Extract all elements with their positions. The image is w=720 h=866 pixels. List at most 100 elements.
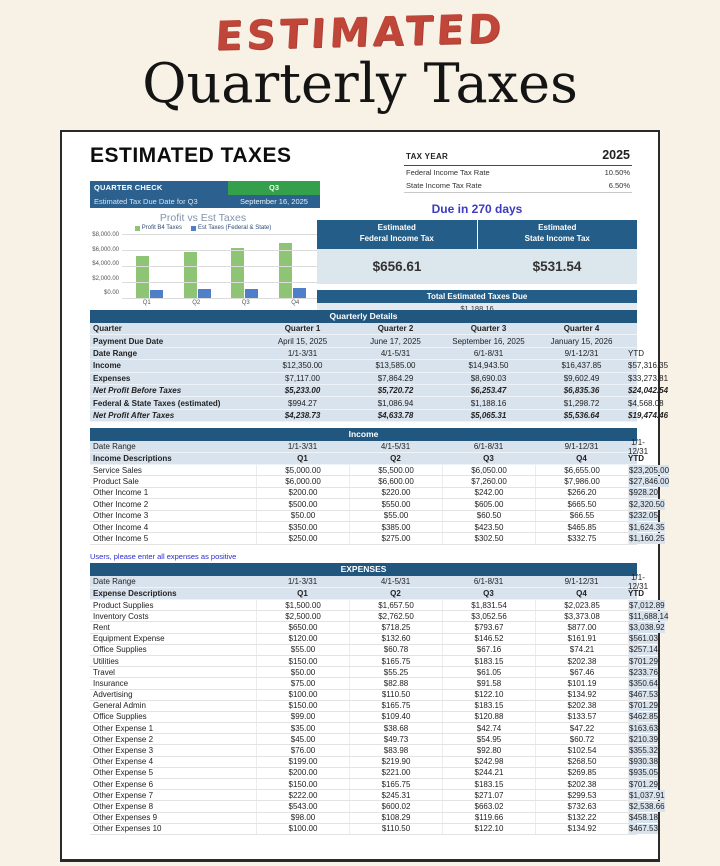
value-cell[interactable]: $222.00 — [256, 790, 349, 801]
value-cell[interactable]: $55.00 — [256, 644, 349, 655]
value-cell[interactable]: $91.58 — [442, 678, 535, 689]
value-cell[interactable]: $877.00 — [535, 622, 628, 633]
value-cell[interactable]: $500.00 — [256, 499, 349, 510]
value-cell[interactable]: $75.00 — [256, 678, 349, 689]
value-cell[interactable]: $110.50 — [349, 689, 442, 700]
value-cell[interactable]: $183.15 — [442, 655, 535, 667]
value-cell[interactable]: $221.00 — [349, 767, 442, 778]
value-cell[interactable]: $202.38 — [535, 655, 628, 667]
value-cell[interactable]: $146.52 — [442, 633, 535, 644]
value-cell[interactable]: $67.16 — [442, 644, 535, 655]
state-rate-value[interactable]: 6.50% — [608, 181, 630, 190]
value-cell[interactable]: $165.75 — [349, 700, 442, 711]
value-cell[interactable]: $98.00 — [256, 812, 349, 823]
value-cell[interactable]: $543.00 — [256, 801, 349, 812]
value-cell[interactable]: $275.00 — [349, 533, 442, 544]
value-cell[interactable]: $55.25 — [349, 667, 442, 678]
value-cell[interactable]: $76.00 — [256, 745, 349, 756]
value-cell[interactable]: $6,050.00 — [442, 465, 535, 476]
value-cell[interactable]: $38.68 — [349, 723, 442, 734]
value-cell[interactable]: $134.92 — [535, 689, 628, 700]
value-cell[interactable]: $60.72 — [535, 734, 628, 745]
value-cell[interactable]: $49.73 — [349, 734, 442, 745]
value-cell[interactable]: $268.50 — [535, 756, 628, 767]
value-cell[interactable]: $82.88 — [349, 678, 442, 689]
value-cell[interactable]: $132.22 — [535, 812, 628, 823]
federal-rate-value[interactable]: 10.50% — [604, 168, 630, 177]
value-cell[interactable]: $183.15 — [442, 779, 535, 790]
value-cell[interactable]: $600.02 — [349, 801, 442, 812]
value-cell[interactable]: $100.00 — [256, 689, 349, 700]
value-cell[interactable]: $7,260.00 — [442, 476, 535, 487]
value-cell[interactable]: $202.38 — [535, 779, 628, 790]
value-cell[interactable]: $6,655.00 — [535, 465, 628, 476]
value-cell[interactable]: $133.57 — [535, 711, 628, 723]
value-cell[interactable]: $1,657.50 — [349, 600, 442, 611]
value-cell[interactable]: $61.05 — [442, 667, 535, 678]
value-cell[interactable]: $150.00 — [256, 655, 349, 667]
value-cell[interactable]: $1,831.54 — [442, 600, 535, 611]
value-cell[interactable]: $35.00 — [256, 723, 349, 734]
value-cell[interactable]: $60.78 — [349, 644, 442, 655]
value-cell[interactable]: $2,023.85 — [535, 600, 628, 611]
value-cell[interactable]: $150.00 — [256, 779, 349, 790]
value-cell[interactable]: $1,500.00 — [256, 600, 349, 611]
value-cell[interactable]: $110.50 — [349, 823, 442, 834]
value-cell[interactable]: $202.38 — [535, 700, 628, 711]
value-cell[interactable]: $665.50 — [535, 499, 628, 510]
value-cell[interactable]: $605.00 — [442, 499, 535, 510]
value-cell[interactable]: $50.00 — [256, 667, 349, 678]
value-cell[interactable]: $271.07 — [442, 790, 535, 801]
value-cell[interactable]: $242.98 — [442, 756, 535, 767]
value-cell[interactable]: $92.80 — [442, 745, 535, 756]
value-cell[interactable]: $650.00 — [256, 622, 349, 633]
value-cell[interactable]: $7,986.00 — [535, 476, 628, 487]
tax-year-value[interactable]: 2025 — [602, 148, 630, 162]
value-cell[interactable]: $108.29 — [349, 812, 442, 823]
value-cell[interactable]: $6,600.00 — [349, 476, 442, 487]
value-cell[interactable]: $200.00 — [256, 767, 349, 778]
value-cell[interactable]: $732.63 — [535, 801, 628, 812]
value-cell[interactable]: $550.00 — [349, 499, 442, 510]
value-cell[interactable]: $219.90 — [349, 756, 442, 767]
value-cell[interactable]: $332.75 — [535, 533, 628, 544]
value-cell[interactable]: $220.00 — [349, 487, 442, 499]
value-cell[interactable]: $47.22 — [535, 723, 628, 734]
value-cell[interactable]: $83.98 — [349, 745, 442, 756]
value-cell[interactable]: $465.85 — [535, 521, 628, 533]
value-cell[interactable]: $134.92 — [535, 823, 628, 834]
quarter-select-cell[interactable]: Q3 — [228, 181, 320, 195]
value-cell[interactable]: $100.00 — [256, 823, 349, 834]
value-cell[interactable]: $299.53 — [535, 790, 628, 801]
value-cell[interactable]: $122.10 — [442, 689, 535, 700]
value-cell[interactable]: $45.00 — [256, 734, 349, 745]
value-cell[interactable]: $109.40 — [349, 711, 442, 723]
value-cell[interactable]: $99.00 — [256, 711, 349, 723]
value-cell[interactable]: $200.00 — [256, 487, 349, 499]
value-cell[interactable]: $718.25 — [349, 622, 442, 633]
value-cell[interactable]: $150.00 — [256, 700, 349, 711]
value-cell[interactable]: $122.10 — [442, 823, 535, 834]
value-cell[interactable]: $385.00 — [349, 521, 442, 533]
value-cell[interactable]: $266.20 — [535, 487, 628, 499]
value-cell[interactable]: $663.02 — [442, 801, 535, 812]
value-cell[interactable]: $50.00 — [256, 510, 349, 521]
value-cell[interactable]: $245.31 — [349, 790, 442, 801]
value-cell[interactable]: $132.60 — [349, 633, 442, 644]
value-cell[interactable]: $423.50 — [442, 521, 535, 533]
value-cell[interactable]: $302.50 — [442, 533, 535, 544]
value-cell[interactable]: $3,052.56 — [442, 611, 535, 622]
value-cell[interactable]: $120.00 — [256, 633, 349, 644]
value-cell[interactable]: $67.46 — [535, 667, 628, 678]
value-cell[interactable]: $183.15 — [442, 700, 535, 711]
value-cell[interactable]: $161.91 — [535, 633, 628, 644]
value-cell[interactable]: $5,000.00 — [256, 465, 349, 476]
value-cell[interactable]: $102.54 — [535, 745, 628, 756]
value-cell[interactable]: $54.95 — [442, 734, 535, 745]
value-cell[interactable]: $165.75 — [349, 779, 442, 790]
value-cell[interactable]: $199.00 — [256, 756, 349, 767]
value-cell[interactable]: $119.66 — [442, 812, 535, 823]
value-cell[interactable]: $101.19 — [535, 678, 628, 689]
value-cell[interactable]: $244.21 — [442, 767, 535, 778]
value-cell[interactable]: $3,373.08 — [535, 611, 628, 622]
